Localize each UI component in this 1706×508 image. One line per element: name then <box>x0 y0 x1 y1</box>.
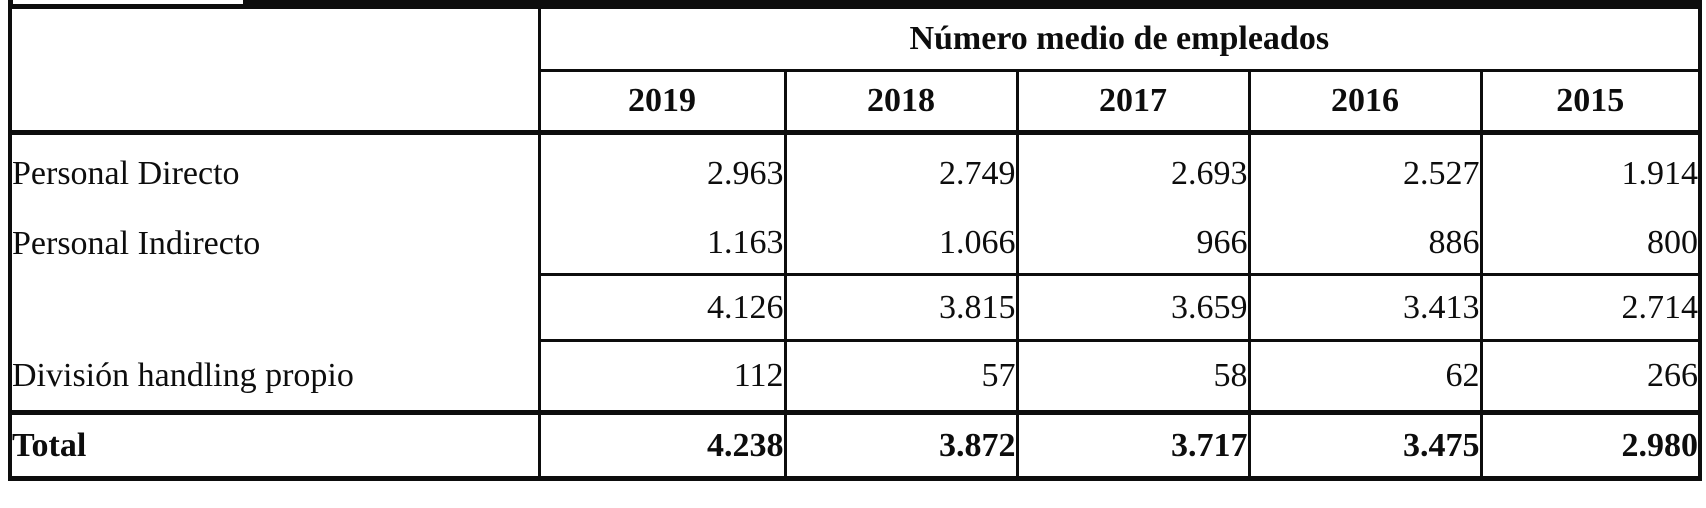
value-cell: 58 <box>1015 340 1249 415</box>
scan-artifact-left-stub <box>8 0 13 6</box>
value-cell: 2.714 <box>1479 274 1700 342</box>
table-row-total: Total 4.238 3.872 3.717 3.475 2.980 <box>10 412 1700 479</box>
row-label-subtotal-empty <box>10 275 539 341</box>
corner-empty-cell <box>10 6 539 135</box>
scan-artifact-top-bar <box>243 0 1702 5</box>
year-header-2015: 2015 <box>1479 70 1700 135</box>
scan-artifact-mid-stub <box>243 0 248 6</box>
value-cell: 2.980 <box>1479 412 1700 479</box>
table-header-years-row: 2019 2018 2017 2016 2015 <box>10 70 1700 135</box>
table-row-subtotal: 4.126 3.815 3.659 3.413 2.714 <box>10 274 1700 342</box>
value-cell: 2.963 <box>537 132 785 213</box>
value-cell: 3.413 <box>1247 274 1481 342</box>
value-cell: 57 <box>783 340 1017 415</box>
value-cell: 112 <box>537 340 785 415</box>
value-cell: 4.126 <box>537 274 785 342</box>
value-cell: 1.066 <box>783 212 1017 276</box>
value-cell: 1.914 <box>1479 132 1700 213</box>
value-cell: 2.749 <box>783 132 1017 213</box>
value-cell: 2.693 <box>1015 132 1249 213</box>
row-label-personal-directo: Personal Directo <box>12 155 240 193</box>
value-cell: 800 <box>1479 212 1700 276</box>
value-cell: 3.872 <box>783 412 1017 479</box>
value-cell: 1.163 <box>537 212 785 276</box>
table-header-title-row: Número medio de empleados <box>10 6 1700 135</box>
value-cell: 886 <box>1247 212 1481 276</box>
row-label-total: Total <box>12 426 87 464</box>
row-label-personal-indirecto: Personal Indirecto <box>12 224 261 262</box>
year-header-2019: 2019 <box>537 70 785 135</box>
value-cell: 3.717 <box>1015 412 1249 479</box>
table-row-personal-directo: Personal Directo 2.963 2.749 2.693 2.527… <box>10 132 1700 213</box>
value-cell: 966 <box>1015 212 1249 276</box>
row-label-division-handling: División handling propio <box>10 340 539 415</box>
year-header-2016: 2016 <box>1247 70 1481 135</box>
value-cell: 266 <box>1479 340 1700 415</box>
employees-table: Número medio de empleados 2019 2018 2017… <box>8 4 1702 481</box>
year-header-2017: 2017 <box>1015 70 1249 135</box>
value-cell: 4.238 <box>537 412 785 479</box>
value-cell: 3.659 <box>1015 274 1249 342</box>
value-cell: 62 <box>1247 340 1481 415</box>
value-cell: 3.475 <box>1247 412 1481 479</box>
table-title: Número medio de empleados <box>537 6 1700 72</box>
year-header-2018: 2018 <box>783 70 1017 135</box>
table-row-personal-indirecto: Personal Indirecto 1.163 1.066 966 886 8… <box>10 212 1700 276</box>
value-cell: 3.815 <box>783 274 1017 342</box>
value-cell: 2.527 <box>1247 132 1481 213</box>
table-row-division-handling: División handling propio 112 57 58 62 26… <box>10 340 1700 415</box>
